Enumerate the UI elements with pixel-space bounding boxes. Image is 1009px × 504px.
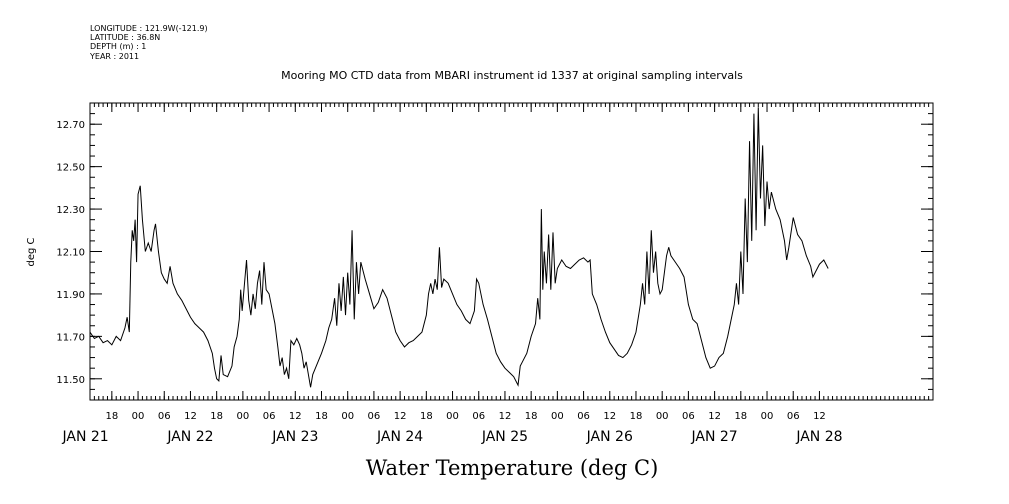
x-day-label: JAN 25	[481, 429, 528, 445]
plot-frame	[90, 103, 933, 400]
x-axis-label: Water Temperature (deg C)	[366, 456, 659, 480]
series-line	[90, 107, 828, 387]
series-layer	[90, 107, 828, 387]
x-hour-tick-label: 18	[420, 411, 433, 422]
x-day-label: JAN 21	[62, 429, 109, 445]
x-hour-tick-label: 18	[210, 411, 223, 422]
y-tick-label: 12.70	[56, 120, 85, 131]
x-hour-tick-label: 06	[263, 411, 276, 422]
x-hour-tick-label: 00	[132, 411, 145, 422]
axis-ticks	[90, 103, 933, 400]
x-hour-tick-label: 06	[577, 411, 590, 422]
x-hour-tick-label: 18	[630, 411, 643, 422]
x-hour-tick-label: 06	[787, 411, 800, 422]
x-day-label: JAN 27	[691, 429, 738, 445]
meta-longitude: LONGITUDE : 121.9W(-121.9)	[90, 24, 208, 33]
x-hour-tick-label: 00	[551, 411, 564, 422]
x-hour-tick-label: 12	[603, 411, 616, 422]
x-hour-tick-label: 00	[237, 411, 250, 422]
y-axis-label: deg C	[26, 237, 37, 266]
x-hour-tick-label: 12	[394, 411, 407, 422]
x-hour-tick-label: 00	[656, 411, 669, 422]
x-hour-tick-label: 00	[341, 411, 354, 422]
x-hour-tick-label: 06	[368, 411, 381, 422]
meta-latitude: LATITUDE : 36.8N	[90, 33, 160, 42]
x-hour-tick-label: 12	[184, 411, 197, 422]
y-tick-label: 12.10	[56, 248, 85, 259]
y-tick-label: 11.50	[56, 375, 85, 386]
y-tick-label: 12.50	[56, 163, 85, 174]
x-day-label: JAN 22	[166, 429, 213, 445]
x-day-label: JAN 24	[376, 429, 423, 445]
metadata-block: LONGITUDE : 121.9W(-121.9) LATITUDE : 36…	[89, 24, 208, 61]
x-hour-tick-label: 12	[813, 411, 826, 422]
x-hour-tick-label: 06	[682, 411, 695, 422]
y-tick-label: 11.70	[56, 332, 85, 343]
x-hour-tick-label: 18	[525, 411, 538, 422]
x-hour-tick-label: 00	[446, 411, 459, 422]
meta-depth: DEPTH (m) : 1	[90, 42, 146, 51]
temperature-chart: LONGITUDE : 121.9W(-121.9) LATITUDE : 36…	[0, 0, 1009, 504]
x-hour-tick-label: 18	[105, 411, 118, 422]
y-tick-label: 11.90	[56, 290, 85, 301]
y-tick-label: 12.30	[56, 205, 85, 216]
x-hour-tick-label: 12	[499, 411, 512, 422]
axis-tick-labels: 18 00 06 12 18 00 06 12 18 00 06 12 18 00 06 12 18 00 06 12…	[56, 120, 842, 445]
x-day-label: JAN 23	[271, 429, 318, 445]
x-hour-tick-label: 18	[734, 411, 747, 422]
x-hour-tick-label: 06	[472, 411, 485, 422]
x-hour-tick-label: 12	[708, 411, 721, 422]
x-hour-tick-label: 12	[289, 411, 302, 422]
meta-year: YEAR : 2011	[89, 52, 139, 61]
x-day-label: JAN 28	[795, 429, 842, 445]
x-hour-tick-label: 06	[158, 411, 171, 422]
chart-title: Mooring MO CTD data from MBARI instrumen…	[281, 69, 743, 82]
x-day-label: JAN 26	[586, 429, 633, 445]
x-hour-tick-label: 00	[761, 411, 774, 422]
x-hour-tick-label: 18	[315, 411, 328, 422]
